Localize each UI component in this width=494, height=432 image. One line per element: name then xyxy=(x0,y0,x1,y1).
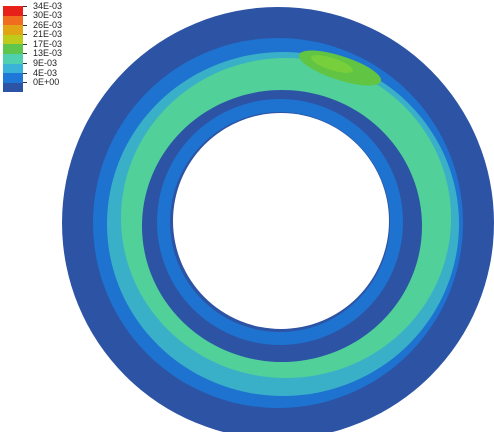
legend-label: 26E-03 xyxy=(33,19,63,30)
center-hole xyxy=(173,113,389,329)
legend-swatch xyxy=(3,82,23,93)
legend-label: 9E-03 xyxy=(33,58,58,69)
legend-label: 4E-03 xyxy=(33,67,58,78)
legend-tick xyxy=(23,53,27,55)
legend-label: 17E-03 xyxy=(33,38,63,49)
contour-peak xyxy=(310,55,354,73)
legend-tick xyxy=(23,82,27,84)
legend-label: 13E-03 xyxy=(33,48,63,59)
legend-label: 34E-03 xyxy=(33,0,63,11)
legend-swatch xyxy=(3,63,23,74)
legend-tick xyxy=(23,43,27,45)
legend-tick xyxy=(23,5,27,7)
legend-swatch xyxy=(3,6,23,16)
legend-tick xyxy=(23,15,27,17)
legend-swatch xyxy=(3,73,23,83)
legend-swatch xyxy=(3,25,23,35)
legend-swatch xyxy=(3,44,23,54)
legend-label: 21E-03 xyxy=(33,29,63,40)
legend-tick xyxy=(23,34,27,36)
legend-swatch xyxy=(3,53,23,64)
legend-label: 30E-03 xyxy=(33,10,63,21)
legend-label: 0E+00 xyxy=(33,77,60,88)
legend-tick xyxy=(23,72,27,74)
legend-swatch xyxy=(3,15,23,26)
legend-tick xyxy=(23,63,27,65)
legend-tick xyxy=(23,24,27,26)
legend-swatch xyxy=(3,34,23,45)
